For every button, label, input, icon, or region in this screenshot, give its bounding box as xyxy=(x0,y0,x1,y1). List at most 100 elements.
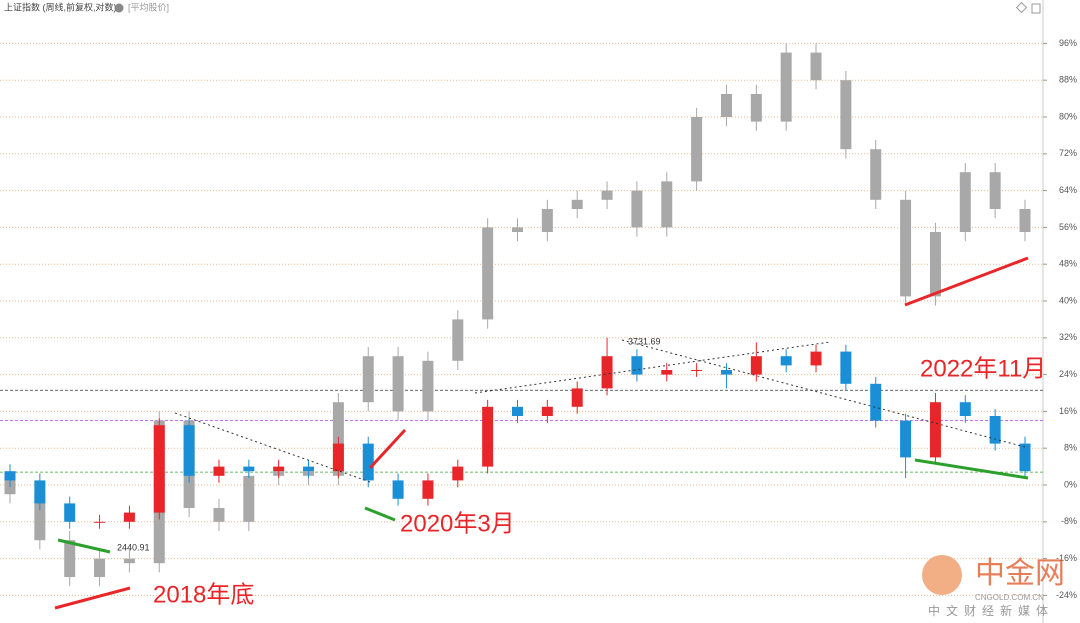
candle-body xyxy=(34,480,46,504)
y-tick-label: 96% xyxy=(1059,38,1077,48)
candle-body xyxy=(422,360,434,412)
logo xyxy=(922,555,962,595)
arrow xyxy=(368,428,407,470)
candle-body xyxy=(213,508,225,522)
candle-body xyxy=(123,512,135,522)
y-tick-label: 8% xyxy=(1064,443,1077,453)
y-tick-label: 72% xyxy=(1059,148,1077,158)
y-tick-label: 32% xyxy=(1059,332,1077,342)
candle-body xyxy=(392,480,404,499)
candle-body xyxy=(989,416,1001,444)
candle-body xyxy=(720,370,732,375)
candle-body xyxy=(541,209,553,232)
candle-body xyxy=(989,172,1001,209)
candle-body xyxy=(243,475,255,522)
candle-body xyxy=(870,383,882,421)
annotation: 2018年底 xyxy=(153,581,254,608)
candle-body xyxy=(571,388,583,407)
candle-body xyxy=(1019,443,1031,472)
icon[interactable] xyxy=(1015,1,1028,14)
candle-body xyxy=(601,356,613,389)
candle-body xyxy=(929,402,941,458)
candle-body xyxy=(243,466,255,472)
candle-body xyxy=(661,370,673,375)
candle-body xyxy=(780,52,792,122)
candle-body xyxy=(64,503,76,522)
watermark-name: 中金网 xyxy=(975,557,1065,590)
watermark-url: CNGOLD.COM.CN xyxy=(975,593,1044,602)
candle-body xyxy=(94,558,106,577)
watermark-tagline: 中文财经新媒体 xyxy=(928,603,1054,618)
candle-body xyxy=(332,443,344,472)
candle-body xyxy=(750,94,762,122)
candle-body xyxy=(482,406,494,467)
chart-title: 上证指数 (周线,前复权,对数) xyxy=(4,1,117,12)
candle-body xyxy=(362,356,374,403)
y-tick-label: 24% xyxy=(1059,369,1077,379)
candle-body xyxy=(810,52,822,81)
indicator-tag: [平均股价] xyxy=(128,1,169,12)
candle-body xyxy=(691,117,703,182)
candle-body xyxy=(601,190,613,200)
candle-body xyxy=(94,521,106,523)
arrows xyxy=(54,256,1029,610)
y-tick-label: 56% xyxy=(1059,222,1077,232)
candle-body xyxy=(452,466,464,481)
candle-body xyxy=(900,199,912,297)
candle-body xyxy=(870,149,882,200)
annotation: 2020年3月 xyxy=(400,510,515,537)
y-tick-label: 40% xyxy=(1059,295,1077,305)
candle-body xyxy=(720,94,732,117)
candle-body xyxy=(213,466,225,476)
arrow xyxy=(364,506,396,522)
candle-body xyxy=(512,227,523,232)
candle-body xyxy=(64,540,76,577)
candle-body xyxy=(482,227,494,320)
candle-body xyxy=(840,80,852,150)
arrow xyxy=(57,538,111,554)
y-tick-label: -16% xyxy=(1056,553,1077,563)
y-tick-label: 0% xyxy=(1064,479,1077,489)
candle-body xyxy=(840,351,852,384)
candle-body xyxy=(900,420,912,458)
y-tick-label: -24% xyxy=(1056,590,1077,600)
candle-body xyxy=(1019,209,1031,232)
y-tick-label: 88% xyxy=(1059,75,1077,85)
candle-body xyxy=(362,443,374,481)
candle-body xyxy=(422,480,434,499)
candle-body xyxy=(541,406,553,416)
annotation: 2022年11月 xyxy=(920,355,1046,382)
y-tick-label: 80% xyxy=(1059,111,1077,121)
icon[interactable] xyxy=(1031,3,1041,14)
candle-body xyxy=(512,406,523,416)
candle-body xyxy=(153,425,165,513)
y-tick-label: 64% xyxy=(1059,185,1077,195)
menu-icon[interactable] xyxy=(114,3,124,13)
candle-body xyxy=(303,466,315,472)
y-tick-label: 48% xyxy=(1059,259,1077,269)
candle-body xyxy=(273,466,285,472)
price-label: 2440.91 xyxy=(117,542,150,552)
candle-body xyxy=(691,370,703,371)
candle-body xyxy=(631,356,643,375)
candle-body xyxy=(661,181,673,228)
arrow xyxy=(914,458,1029,480)
candle-body xyxy=(959,172,971,232)
y-tick-label: -8% xyxy=(1061,516,1077,526)
candle-body xyxy=(810,351,822,366)
candle-body xyxy=(452,319,464,361)
candle-body xyxy=(4,471,16,481)
price-label: 3731.69 xyxy=(628,336,661,346)
candle-body xyxy=(34,494,46,541)
candle-body xyxy=(959,402,971,416)
arrow xyxy=(904,256,1029,307)
candle-body xyxy=(392,356,404,412)
candle-body xyxy=(780,356,792,366)
arrow xyxy=(54,586,131,610)
candle-body xyxy=(631,190,643,228)
candle-body xyxy=(571,199,583,209)
candle-body xyxy=(183,425,195,476)
y-tick-label: 16% xyxy=(1059,406,1077,416)
candle-body xyxy=(123,558,135,564)
